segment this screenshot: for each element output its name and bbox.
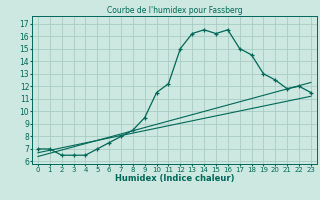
- Title: Courbe de l'humidex pour Fassberg: Courbe de l'humidex pour Fassberg: [107, 6, 242, 15]
- X-axis label: Humidex (Indice chaleur): Humidex (Indice chaleur): [115, 174, 234, 183]
